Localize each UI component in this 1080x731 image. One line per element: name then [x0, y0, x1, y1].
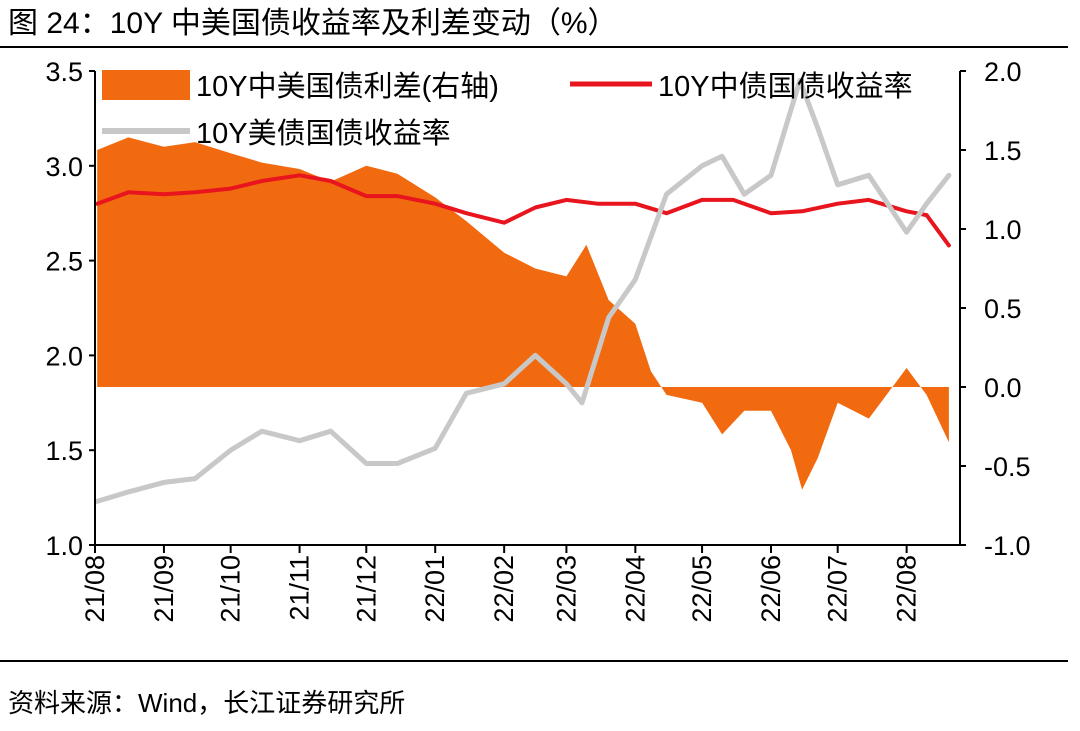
x-tick-label: 21/12	[351, 555, 381, 623]
spread-area-layer	[97, 137, 949, 490]
legend-label-us: 10Y美债国债收益率	[196, 117, 451, 150]
x-tick-label: 22/08	[892, 555, 922, 623]
x-tick-label: 22/07	[823, 555, 853, 623]
x-tick-label: 21/08	[80, 555, 110, 623]
x-tick-label: 22/03	[551, 555, 581, 623]
x-tick-label: 22/04	[620, 555, 650, 623]
series-spread-area	[97, 137, 949, 490]
x-tick-label: 22/05	[687, 555, 717, 623]
chart-title: 图 24：10Y 中美国债收益率及利差变动（%）	[8, 7, 618, 40]
left-tick-label: 1.0	[45, 531, 83, 561]
left-tick-label: 2.5	[45, 247, 83, 277]
legend-swatch-spread	[102, 70, 190, 100]
legend-label-spread: 10Y中美国债利差(右轴)	[196, 70, 499, 103]
series-cn-10y-line	[95, 173, 951, 248]
axes-layer: 1.0 1.5 2.0 2.5 3.0 3.5 -1.0 -0.5 0.0 0.5 1.0 1.5 2.…	[45, 57, 1030, 623]
left-tick-label: 2.0	[45, 341, 83, 371]
right-tick-label: 2.0	[984, 57, 1022, 87]
right-tick-label: -1.0	[984, 531, 1031, 561]
right-tick-label: 1.5	[984, 136, 1022, 166]
yield-lines-layer	[94, 78, 952, 504]
series-us-10y-line	[94, 78, 952, 504]
right-tick-label: 0.0	[984, 373, 1022, 403]
right-tick-label: 1.0	[984, 215, 1022, 245]
right-tick-label: -0.5	[984, 452, 1031, 482]
x-tick-label: 21/10	[216, 555, 246, 623]
x-tick-label: 22/02	[489, 555, 519, 623]
x-tick-label: 22/01	[420, 555, 450, 623]
left-tick-label: 3.5	[45, 57, 83, 87]
x-tick-label: 21/09	[149, 555, 179, 623]
x-tick-label: 22/06	[756, 555, 786, 623]
bottom-rule	[0, 660, 1068, 662]
right-tick-label: 0.5	[984, 294, 1022, 324]
x-tick-label: 21/11	[285, 555, 315, 621]
legend-label-cn: 10Y中债国债收益率	[658, 70, 913, 103]
left-tick-label: 3.0	[45, 152, 83, 182]
source-note: 资料来源：Wind，长江证券研究所	[8, 688, 406, 718]
left-tick-label: 1.5	[45, 436, 83, 466]
legend: 10Y中美国债利差(右轴) 10Y中债国债收益率 10Y美债国债收益率	[102, 70, 913, 150]
top-rule	[0, 46, 1068, 48]
